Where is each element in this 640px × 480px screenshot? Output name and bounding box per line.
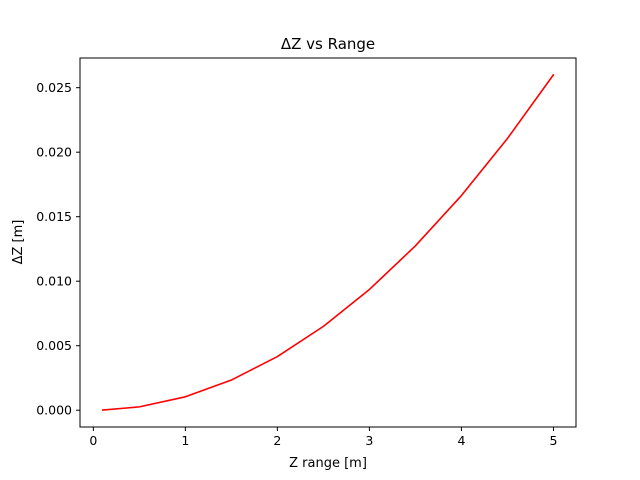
x-tick-label: 2 [273, 433, 281, 448]
y-tick-label: 0.015 [36, 209, 72, 224]
y-axis-title: ΔZ [m] [11, 220, 26, 265]
y-tick-label: 0.005 [36, 338, 72, 353]
series-layer [101, 73, 555, 411]
y-tick-label: 0.020 [36, 145, 72, 160]
plot-frame [79, 57, 577, 428]
x-tick-label: 1 [181, 433, 189, 448]
y-axis-ticks: 0.000 0.005 0.010 0.015 0.020 0.025 [36, 80, 80, 418]
x-tick-label: 3 [365, 433, 373, 448]
chart-title: ΔZ vs Range [281, 35, 375, 53]
y-tick-label: 0.010 [36, 274, 72, 289]
series-line [101, 73, 555, 411]
y-tick-label: 0.025 [36, 80, 72, 95]
x-axis-ticks: 0 1 2 3 4 5 [89, 427, 557, 448]
y-tick-label: 0.000 [36, 403, 72, 418]
x-axis-title: Z range [m] [289, 456, 367, 471]
plot-area [79, 57, 577, 428]
x-tick-label: 0 [89, 433, 97, 448]
x-tick-label: 4 [457, 433, 465, 448]
x-tick-label: 5 [549, 433, 557, 448]
